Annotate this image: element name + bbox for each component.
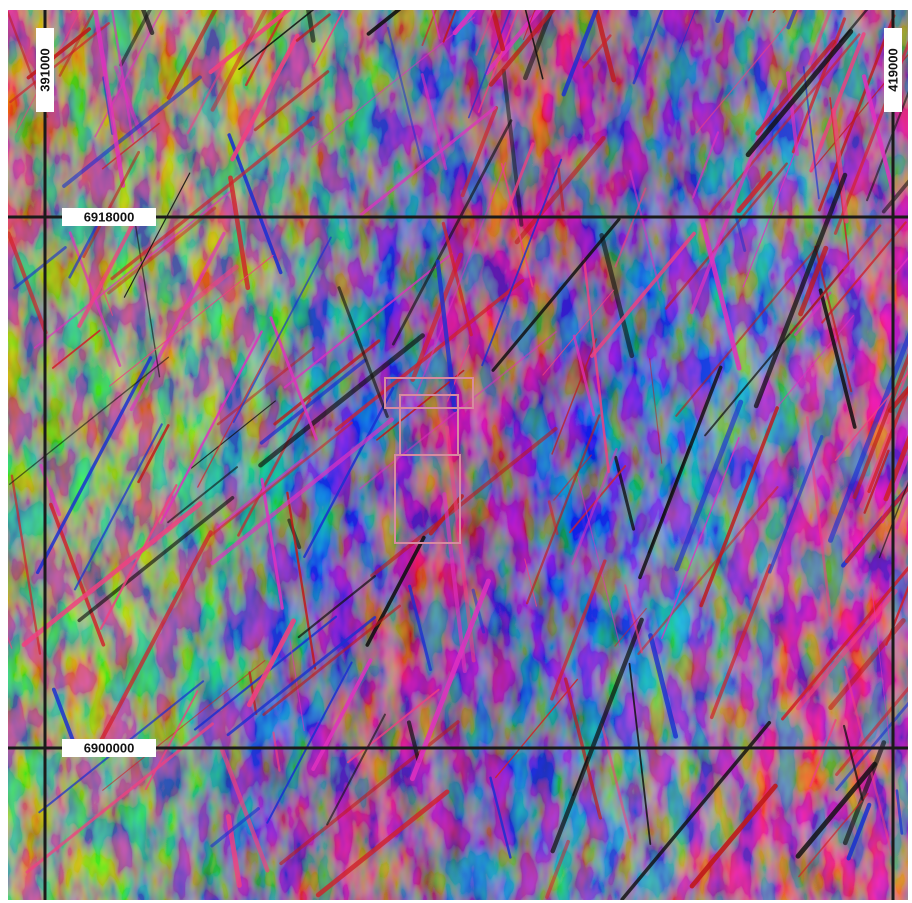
lineament [458,0,584,10]
lineament [71,0,153,10]
easting-label: 391000 [37,48,52,91]
northing-label: 6918000 [84,209,135,224]
easting-label: 419000 [885,48,900,91]
raster [0,0,912,900]
magnetic-map: 6918000 6900000 391000 419000 [0,0,912,903]
northing-label: 6900000 [84,740,135,755]
